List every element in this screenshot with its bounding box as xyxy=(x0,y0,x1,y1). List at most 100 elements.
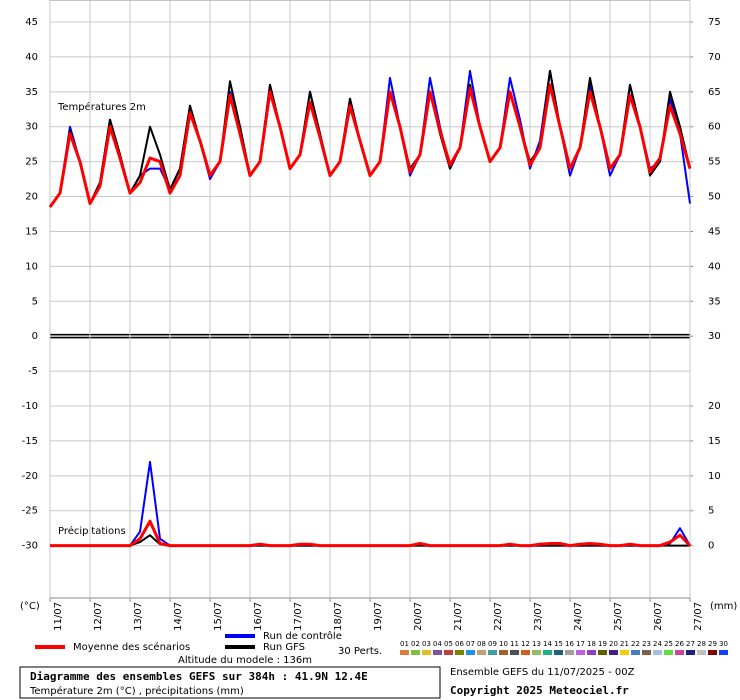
perturbation-swatch xyxy=(499,650,508,655)
perturbation-swatch xyxy=(631,650,640,655)
perturbation-name: 09 xyxy=(488,640,497,648)
perturbation-swatch xyxy=(477,650,486,655)
y-tick-label: 35 xyxy=(25,87,38,98)
legend-label: Run GFS xyxy=(263,642,305,653)
perturbation-swatch xyxy=(653,650,662,655)
perturbation-name: 03 xyxy=(422,640,431,648)
run-label: Ensemble GEFS du 11/07/2025 - 00Z xyxy=(450,667,635,678)
x-tick-label: 13/07 xyxy=(133,602,144,631)
perturbations-label: 30 Perts. xyxy=(338,646,382,657)
legend-label: Run de contrôle xyxy=(263,630,342,642)
x-tick-label: 26/07 xyxy=(653,602,664,631)
perturbation-swatch xyxy=(686,650,695,655)
y-tick-label: -25 xyxy=(22,506,38,517)
perturbation-name: 22 xyxy=(631,640,640,648)
perturbation-name: 29 xyxy=(708,640,717,648)
y2-tick-label: 70 xyxy=(708,52,721,63)
perturbation-name: 05 xyxy=(444,640,453,648)
y-tick-label: -15 xyxy=(22,436,38,447)
x-tick-label: 18/07 xyxy=(333,602,344,631)
temperature-label: Températures 2m xyxy=(57,101,146,113)
chart-subtitle: Température 2m (°C) , précipitations (mm… xyxy=(29,685,244,697)
copyright: Copyright 2025 Meteociel.fr xyxy=(450,684,629,697)
perturbation-swatch xyxy=(697,650,706,655)
y-tick-label: 5 xyxy=(32,296,38,307)
perturbation-swatch xyxy=(642,650,651,655)
perturbation-name: 20 xyxy=(609,640,618,648)
perturbation-name: 08 xyxy=(477,640,486,648)
perturbation-name: 17 xyxy=(576,640,585,648)
perturbation-name: 12 xyxy=(521,640,530,648)
perturbation-name: 01 xyxy=(400,640,409,648)
x-tick-label: 25/07 xyxy=(613,602,624,631)
y2-tick-label: 35 xyxy=(708,296,721,307)
perturbation-name: 23 xyxy=(642,640,651,648)
y-unit: (°C) xyxy=(20,601,40,612)
perturbation-name: 14 xyxy=(543,640,552,648)
y-tick-label: 30 xyxy=(25,122,38,133)
perturbation-name: 24 xyxy=(653,640,662,648)
y2-tick-label: 45 xyxy=(708,226,721,237)
perturbation-swatch xyxy=(521,650,530,655)
perturbation-swatch xyxy=(719,650,728,655)
perturbation-swatch xyxy=(587,650,596,655)
x-tick-label: 21/07 xyxy=(453,602,464,631)
altitude: Altitude du modele : 136m xyxy=(178,655,312,666)
x-tick-label: 12/07 xyxy=(93,602,104,631)
perturbation-swatch xyxy=(466,650,475,655)
precipitation-label: Précipitations xyxy=(58,525,126,537)
y-tick-label: -5 xyxy=(28,366,38,377)
x-tick-label: 14/07 xyxy=(173,602,184,631)
y2-tick-label: 30 xyxy=(708,331,721,342)
perturbation-swatch xyxy=(488,650,497,655)
y2-tick-label: 60 xyxy=(708,122,721,133)
y2-tick-label: 65 xyxy=(708,87,721,98)
y2-tick-label: 0 xyxy=(708,541,714,552)
perturbation-name: 10 xyxy=(499,640,508,648)
perturbation-name: 13 xyxy=(532,640,541,648)
perturbation-name: 16 xyxy=(565,640,574,648)
perturbation-swatch xyxy=(411,650,420,655)
perturbation-swatch xyxy=(422,650,431,655)
perturbation-swatch xyxy=(554,650,563,655)
perturbation-name: 02 xyxy=(411,640,420,648)
x-tick-label: 20/07 xyxy=(413,602,424,631)
perturbation-name: 11 xyxy=(510,640,519,648)
perturbation-name: 26 xyxy=(675,640,684,648)
perturbation-swatch xyxy=(532,650,541,655)
perturbation-swatch xyxy=(433,650,442,655)
perturbation-swatch xyxy=(598,650,607,655)
y2-tick-label: 50 xyxy=(708,192,721,203)
x-tick-label: 17/07 xyxy=(293,602,304,631)
perturbation-swatch xyxy=(510,650,519,655)
perturbation-name: 18 xyxy=(587,640,596,648)
y2-tick-label: 15 xyxy=(708,436,721,447)
y-tick-label: 15 xyxy=(25,226,38,237)
x-tick-label: 27/07 xyxy=(693,602,704,631)
y-tick-label: 40 xyxy=(25,52,38,63)
perturbation-name: 19 xyxy=(598,640,607,648)
y-tick-label: 45 xyxy=(25,17,38,28)
x-tick-label: 19/07 xyxy=(373,602,384,631)
x-tick-label: 23/07 xyxy=(533,602,544,631)
legend-label: Moyenne des scénarios xyxy=(73,641,190,653)
perturbation-swatch xyxy=(620,650,629,655)
perturbation-name: 27 xyxy=(686,640,695,648)
y-tick-label: -30 xyxy=(22,541,38,552)
series-line xyxy=(48,83,692,208)
y2-tick-label: 55 xyxy=(708,157,721,168)
perturbation-name: 28 xyxy=(697,640,706,648)
perturbation-name: 21 xyxy=(620,640,629,648)
perturbation-swatch xyxy=(543,650,552,655)
perturbation-swatch xyxy=(455,650,464,655)
y-tick-label: -20 xyxy=(22,471,38,482)
x-tick-label: 22/07 xyxy=(493,602,504,631)
y-tick-label: 20 xyxy=(25,192,38,203)
info-box xyxy=(19,666,441,699)
chart-title: Diagramme des ensembles GEFS sur 384h : … xyxy=(30,670,368,683)
y2-tick-label: 20 xyxy=(708,401,721,412)
perturbation-name: 15 xyxy=(554,640,563,648)
perturbation-swatch xyxy=(609,650,618,655)
perturbation-swatch xyxy=(444,650,453,655)
